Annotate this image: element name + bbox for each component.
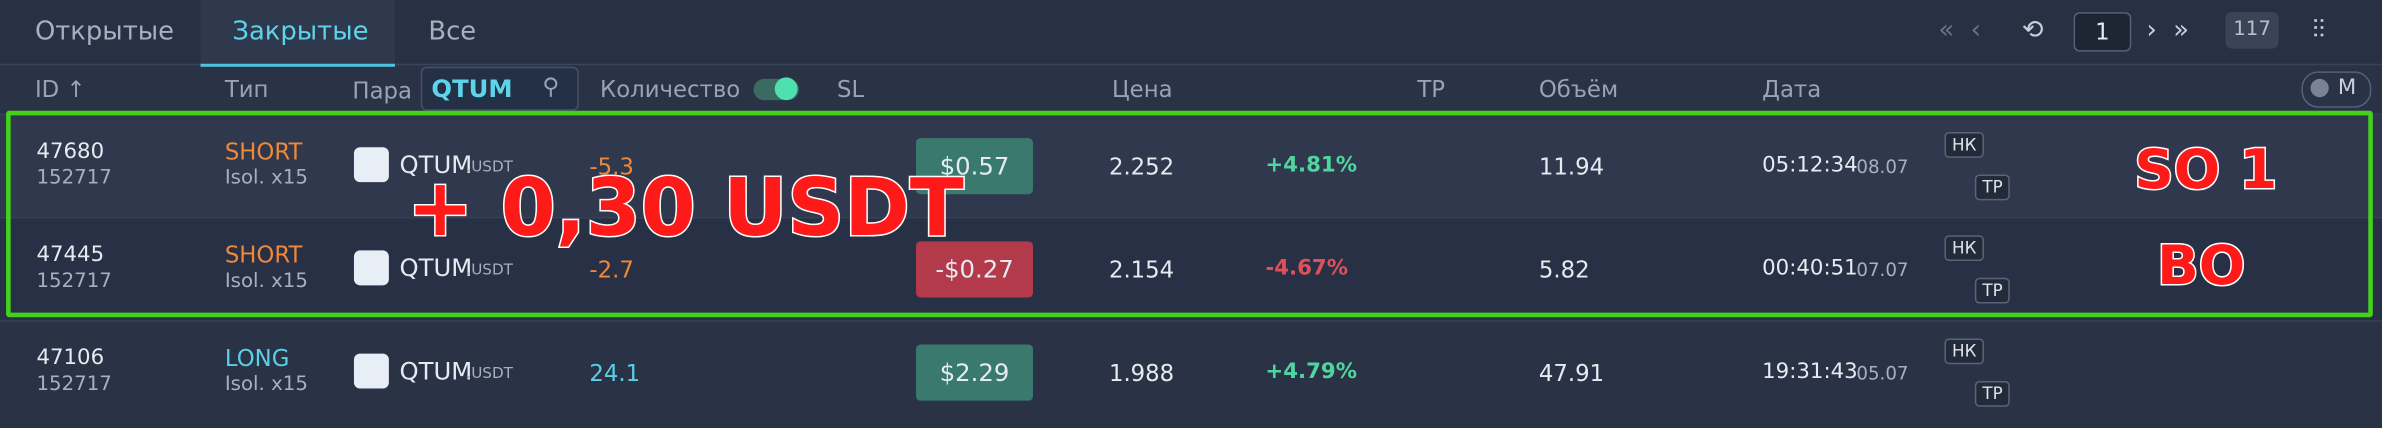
- coin-icon: [353, 250, 389, 286]
- percent: +4.79%: [1265, 359, 1358, 384]
- settings[interactable]: ⫶⫶: [2312, 15, 2325, 46]
- pair: QTUM: [399, 356, 473, 386]
- margin-mode: Isol. x15: [224, 166, 308, 190]
- pnl: $0.57: [916, 138, 1033, 195]
- row: [0, 113, 2382, 219]
- pair: QTUM: [399, 150, 473, 180]
- tag: НК: [1944, 235, 1985, 262]
- col-header: TP: [1417, 75, 1445, 104]
- first-page[interactable]: « ‹: [1938, 15, 1981, 46]
- price: 2.154: [1108, 256, 1175, 284]
- pair-quote: .USDT: [466, 159, 513, 177]
- tag: TP: [1974, 277, 2011, 304]
- col-header: SL: [837, 75, 865, 104]
- col-header: Количество: [600, 75, 741, 104]
- order-sub-id: 152717: [36, 270, 112, 293]
- date: 05.07: [1856, 362, 1909, 384]
- pnl: -$0.27: [916, 241, 1033, 298]
- page-input[interactable]: 1: [2073, 12, 2132, 52]
- quantity: 24.1: [589, 359, 641, 388]
- pnl: $2.29: [916, 344, 1033, 401]
- col-header: Цена: [1111, 75, 1173, 104]
- side: SHORT: [224, 241, 303, 269]
- tag: TP: [1974, 380, 2011, 407]
- search-box[interactable]: [420, 66, 579, 111]
- coin-icon: [353, 147, 389, 183]
- pair-quote: .USDT: [466, 365, 513, 383]
- order-sub-id: 152717: [36, 166, 112, 190]
- mode-label: M: [2337, 75, 2357, 101]
- date: 07.07: [1856, 259, 1909, 281]
- price: 2.252: [1108, 153, 1175, 181]
- annotation: SO 1: [2133, 138, 2279, 203]
- side: LONG: [224, 344, 290, 372]
- order-id: 47445: [36, 242, 105, 268]
- price: 1.988: [1108, 359, 1175, 388]
- col-header: Дата: [1762, 75, 1822, 104]
- tab[interactable]: Закрытые: [232, 16, 369, 48]
- date: 08.07: [1856, 156, 1909, 178]
- col-header: Пара: [352, 77, 412, 105]
- margin-mode: Isol. x15: [224, 373, 308, 397]
- percent: +4.81%: [1265, 153, 1358, 178]
- col-header: Объём: [1538, 75, 1619, 104]
- search-icon: ⚲: [542, 72, 560, 101]
- row: [0, 320, 2382, 425]
- volume: 5.82: [1538, 256, 1590, 284]
- refresh[interactable]: ⟲: [2021, 15, 2044, 46]
- search-text[interactable]: QTUM: [431, 74, 513, 104]
- time: 05:12:34: [1762, 153, 1858, 178]
- toggle-knob: [774, 77, 798, 101]
- mode-knob: [2310, 78, 2329, 98]
- tab-bar: [0, 0, 2382, 66]
- order-id: 47106: [36, 346, 105, 371]
- coin-icon: [353, 353, 389, 389]
- margin-mode: Isol. x15: [224, 270, 308, 293]
- col-header[interactable]: ID ↑: [34, 75, 86, 104]
- pair: QTUM: [399, 253, 473, 283]
- pair-quote: .USDT: [466, 262, 513, 280]
- page-count: 117: [2225, 12, 2279, 49]
- active-tab: [200, 0, 395, 67]
- tag: TP: [1974, 174, 2011, 201]
- next-page[interactable]: › »: [2146, 15, 2190, 46]
- annotation: BO: [2156, 234, 2247, 299]
- order-sub-id: 152717: [36, 373, 112, 397]
- tab[interactable]: Открытые: [34, 16, 175, 48]
- percent: -4.67%: [1265, 256, 1349, 281]
- row: [0, 217, 2382, 322]
- highlight-frame: [6, 110, 2373, 318]
- volume: 11.94: [1538, 153, 1605, 181]
- tab[interactable]: Все: [428, 16, 477, 48]
- volume: 47.91: [1538, 359, 1605, 388]
- time: 19:31:43: [1762, 359, 1858, 384]
- tag: НК: [1944, 338, 1985, 365]
- annotation: + 0,30 USDT: [406, 162, 966, 256]
- col-header: Тип: [224, 75, 269, 104]
- tag: НК: [1944, 132, 1985, 158]
- order-id: 47680: [36, 139, 105, 164]
- quantity: -5.3: [589, 153, 634, 181]
- side: SHORT: [224, 138, 303, 166]
- mode-toggle[interactable]: [2301, 71, 2372, 108]
- quantity: -2.7: [589, 256, 634, 284]
- time: 00:40:51: [1762, 256, 1858, 281]
